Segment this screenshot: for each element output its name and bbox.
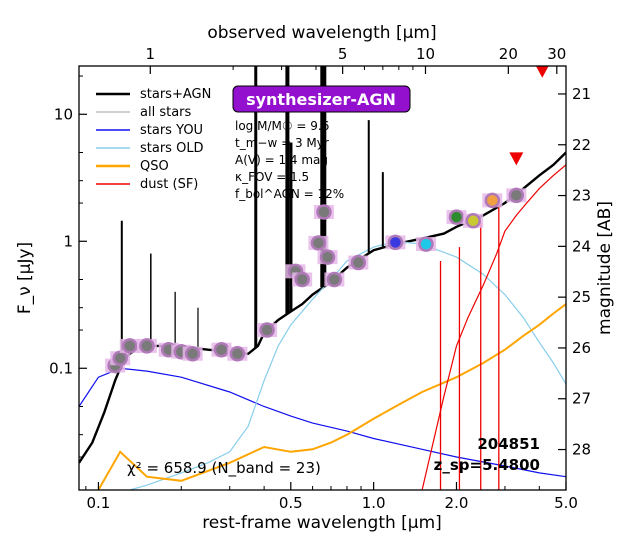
- photometry-point: [213, 341, 230, 358]
- photometry-point: [319, 249, 336, 265]
- legend-label-stars-you: stars YOU: [140, 123, 203, 138]
- photometry-point: [294, 271, 310, 288]
- chi2-label: χ² = 658.9 (N_band = 23): [127, 459, 321, 478]
- fit-parameter: log M/M☉ = 9.6: [235, 119, 329, 133]
- fit-parameter: A(V) = 1.4 mag: [235, 153, 328, 167]
- y-tick-label: 10: [54, 105, 73, 123]
- photometry-point: [448, 209, 465, 225]
- badge-label: synthesizer-AGN: [246, 90, 396, 109]
- photometry-point: [310, 235, 327, 251]
- top-tick-label: 20: [499, 45, 518, 63]
- x-tick-label: 5.0: [554, 494, 578, 512]
- photometry-point: [112, 350, 128, 366]
- upper-limit-marker: [535, 66, 549, 78]
- legend-label-dust-sf: dust (SF): [140, 177, 198, 192]
- right-axis-title: magnitude [AB]: [595, 201, 615, 335]
- photometry-point: [484, 192, 501, 209]
- y-tick-label: 0.1: [49, 359, 73, 377]
- legend-label-all-stars: all stars: [140, 105, 192, 120]
- legend-label-stars-old: stars OLD: [140, 141, 204, 156]
- right-tick-label: 23: [572, 187, 591, 205]
- photometry-point: [350, 254, 367, 271]
- series-stars-old: [129, 240, 566, 490]
- y-tick-label: 1: [63, 232, 73, 250]
- fit-parameter: f_bol^AGN = 12%: [235, 187, 344, 201]
- right-tick-label: 27: [572, 390, 591, 408]
- axis-ticks: 0.1 0.5 1.0 2.0 5.0 0.1 1 10 1 5 10 20 30 21 22 23 24 25 2…: [49, 45, 591, 512]
- y-axis-title: F_ν [μJy]: [15, 242, 35, 314]
- right-tick-label: 26: [572, 339, 591, 357]
- x-tick-label: 0.5: [279, 494, 303, 512]
- legend-label-stars-agn: stars+AGN: [140, 87, 211, 102]
- right-tick-label: 25: [572, 288, 591, 306]
- x-tick-label: 0.1: [86, 494, 110, 512]
- fit-parameter: κ_FOV = 1.5: [235, 170, 309, 184]
- top-tick-label: 30: [547, 45, 566, 63]
- x-axis-title: rest-frame wavelength [μm]: [202, 513, 442, 533]
- photometry-point: [139, 338, 155, 354]
- redshift-label: z_sp=5.4800: [434, 456, 540, 474]
- photometry-point: [316, 204, 332, 220]
- upper-limit-marker: [509, 152, 524, 166]
- legend: stars+AGN all stars stars YOU stars OLD QSO d…: [96, 87, 211, 192]
- series-dust-sf: [421, 164, 566, 490]
- photometry-point: [326, 271, 343, 288]
- top-axis-title: observed wavelength [μm]: [207, 23, 436, 43]
- series-qso: [97, 303, 566, 490]
- legend-label-qso: QSO: [140, 159, 169, 174]
- top-tick-label: 10: [416, 45, 435, 63]
- photometry-point: [465, 213, 481, 229]
- x-tick-label: 1.0: [362, 494, 386, 512]
- top-tick-label: 1: [146, 45, 156, 63]
- plot-frame: [78, 65, 567, 491]
- photometry-point: [418, 236, 434, 252]
- right-tick-label: 24: [572, 237, 591, 255]
- x-tick-label: 2.0: [445, 494, 469, 512]
- right-tick-label: 22: [572, 136, 591, 154]
- right-tick-label: 21: [572, 85, 591, 103]
- photometry-point: [122, 338, 138, 354]
- photometry-point: [387, 234, 404, 251]
- top-tick-label: 5: [338, 45, 348, 63]
- object-id: 204851: [477, 435, 540, 453]
- photometry-point: [229, 346, 246, 362]
- photometry-point: [508, 187, 525, 204]
- synthesizer-badge: synthesizer-AGN: [232, 85, 411, 113]
- photometry-point: [184, 346, 201, 362]
- photometry-points: [105, 66, 549, 374]
- photometry-point: [259, 322, 275, 338]
- right-tick-label: 28: [572, 441, 591, 459]
- fit-parameters: log M/M☉ = 9.6 t_m−w = 3 Myr A(V) = 1.4 ma…: [235, 119, 344, 201]
- fit-parameter: t_m−w = 3 Myr: [235, 136, 329, 150]
